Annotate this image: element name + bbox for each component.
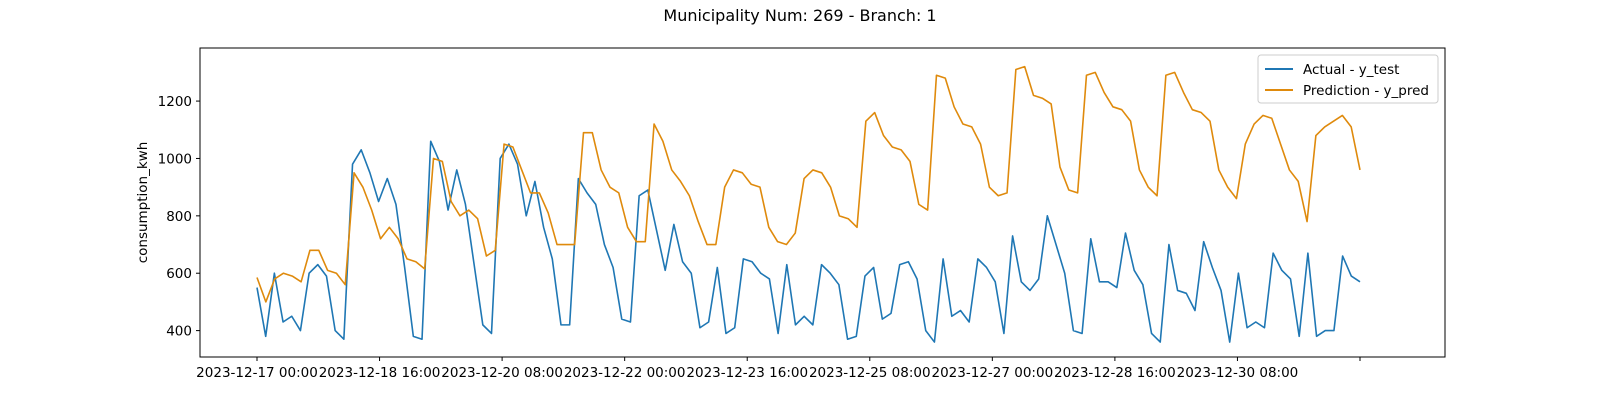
x-tick-label: 2023-12-30 08:00 bbox=[1177, 365, 1299, 381]
y-axis-label: consumption_kwh bbox=[135, 142, 151, 264]
y-tick-label: 1200 bbox=[158, 94, 192, 110]
legend-box bbox=[1257, 54, 1439, 104]
legend: Actual - y_test Prediction - y_pred bbox=[1257, 54, 1439, 104]
x-tick-label: 2023-12-28 16:00 bbox=[1054, 365, 1176, 381]
series-line-actual bbox=[256, 140, 1361, 343]
legend-label: Prediction - y_pred bbox=[1303, 83, 1429, 99]
x-axis: 2023-12-17 00:00 2023-12-18 16:00 2023-12-… bbox=[196, 357, 1361, 381]
y-tick-label: 400 bbox=[166, 324, 192, 340]
x-tick-label: 2023-12-17 00:00 bbox=[196, 365, 318, 381]
x-tick-label: 2023-12-18 16:00 bbox=[319, 365, 441, 381]
y-axis: 400 600 800 1000 1200 bbox=[158, 94, 200, 340]
x-tick-label: 2023-12-23 16:00 bbox=[686, 365, 808, 381]
y-tick-label: 600 bbox=[166, 266, 192, 282]
x-tick-label: 2023-12-22 00:00 bbox=[564, 365, 686, 381]
x-tick-label: 2023-12-20 08:00 bbox=[441, 365, 563, 381]
chart-title: Municipality Num: 269 - Branch: 1 bbox=[663, 6, 937, 25]
y-tick-label: 1000 bbox=[158, 151, 192, 167]
x-tick-label: 2023-12-25 08:00 bbox=[809, 365, 931, 381]
series-line-prediction bbox=[256, 65, 1361, 303]
series-lines bbox=[256, 65, 1361, 343]
legend-label: Actual - y_test bbox=[1303, 62, 1399, 78]
axes-frame bbox=[199, 47, 1446, 358]
x-tick-label: 2023-12-27 00:00 bbox=[932, 365, 1054, 381]
y-tick-label: 800 bbox=[166, 209, 192, 225]
